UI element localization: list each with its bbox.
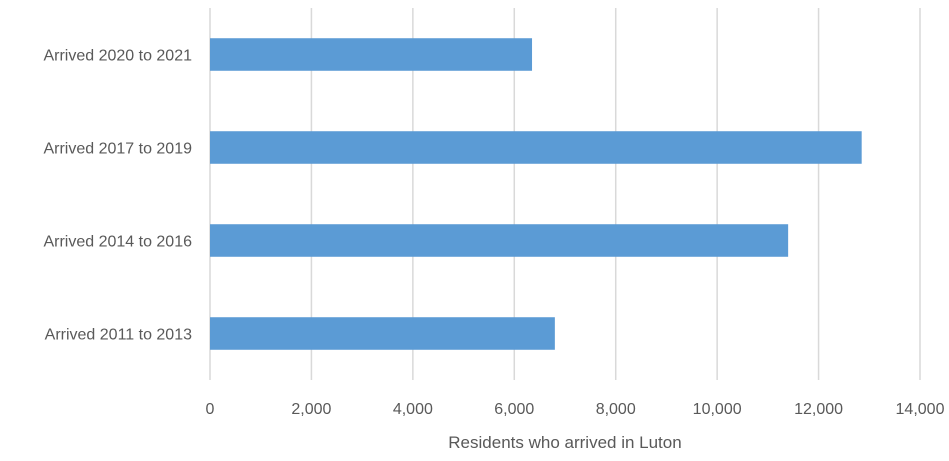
x-tick-label: 0 bbox=[206, 401, 215, 418]
x-tick-label: 12,000 bbox=[794, 401, 843, 418]
bar bbox=[210, 317, 555, 350]
x-axis-title: Residents who arrived in Luton bbox=[448, 433, 681, 452]
x-tick-label: 10,000 bbox=[693, 401, 742, 418]
bar bbox=[210, 38, 533, 71]
category-label: Arrived 2017 to 2019 bbox=[43, 141, 192, 158]
x-tick-label: 8,000 bbox=[596, 401, 636, 418]
x-tick-label: 2,000 bbox=[291, 401, 331, 418]
x-tick-label: 14,000 bbox=[896, 401, 945, 418]
category-label: Arrived 2020 to 2021 bbox=[43, 48, 192, 65]
category-labels: Arrived 2020 to 2021 Arrived 2017 to 2019… bbox=[43, 48, 192, 344]
bars bbox=[210, 38, 862, 350]
category-label: Arrived 2011 to 2013 bbox=[45, 327, 192, 344]
x-tick-label: 6,000 bbox=[494, 401, 534, 418]
x-tick-labels: 0 2,000 4,000 6,000 8,000 10,000 12,000 14,000 bbox=[206, 401, 945, 418]
x-tick-label: 4,000 bbox=[393, 401, 433, 418]
bar bbox=[210, 224, 789, 257]
bar bbox=[210, 131, 862, 164]
category-label: Arrived 2014 to 2016 bbox=[43, 234, 192, 251]
